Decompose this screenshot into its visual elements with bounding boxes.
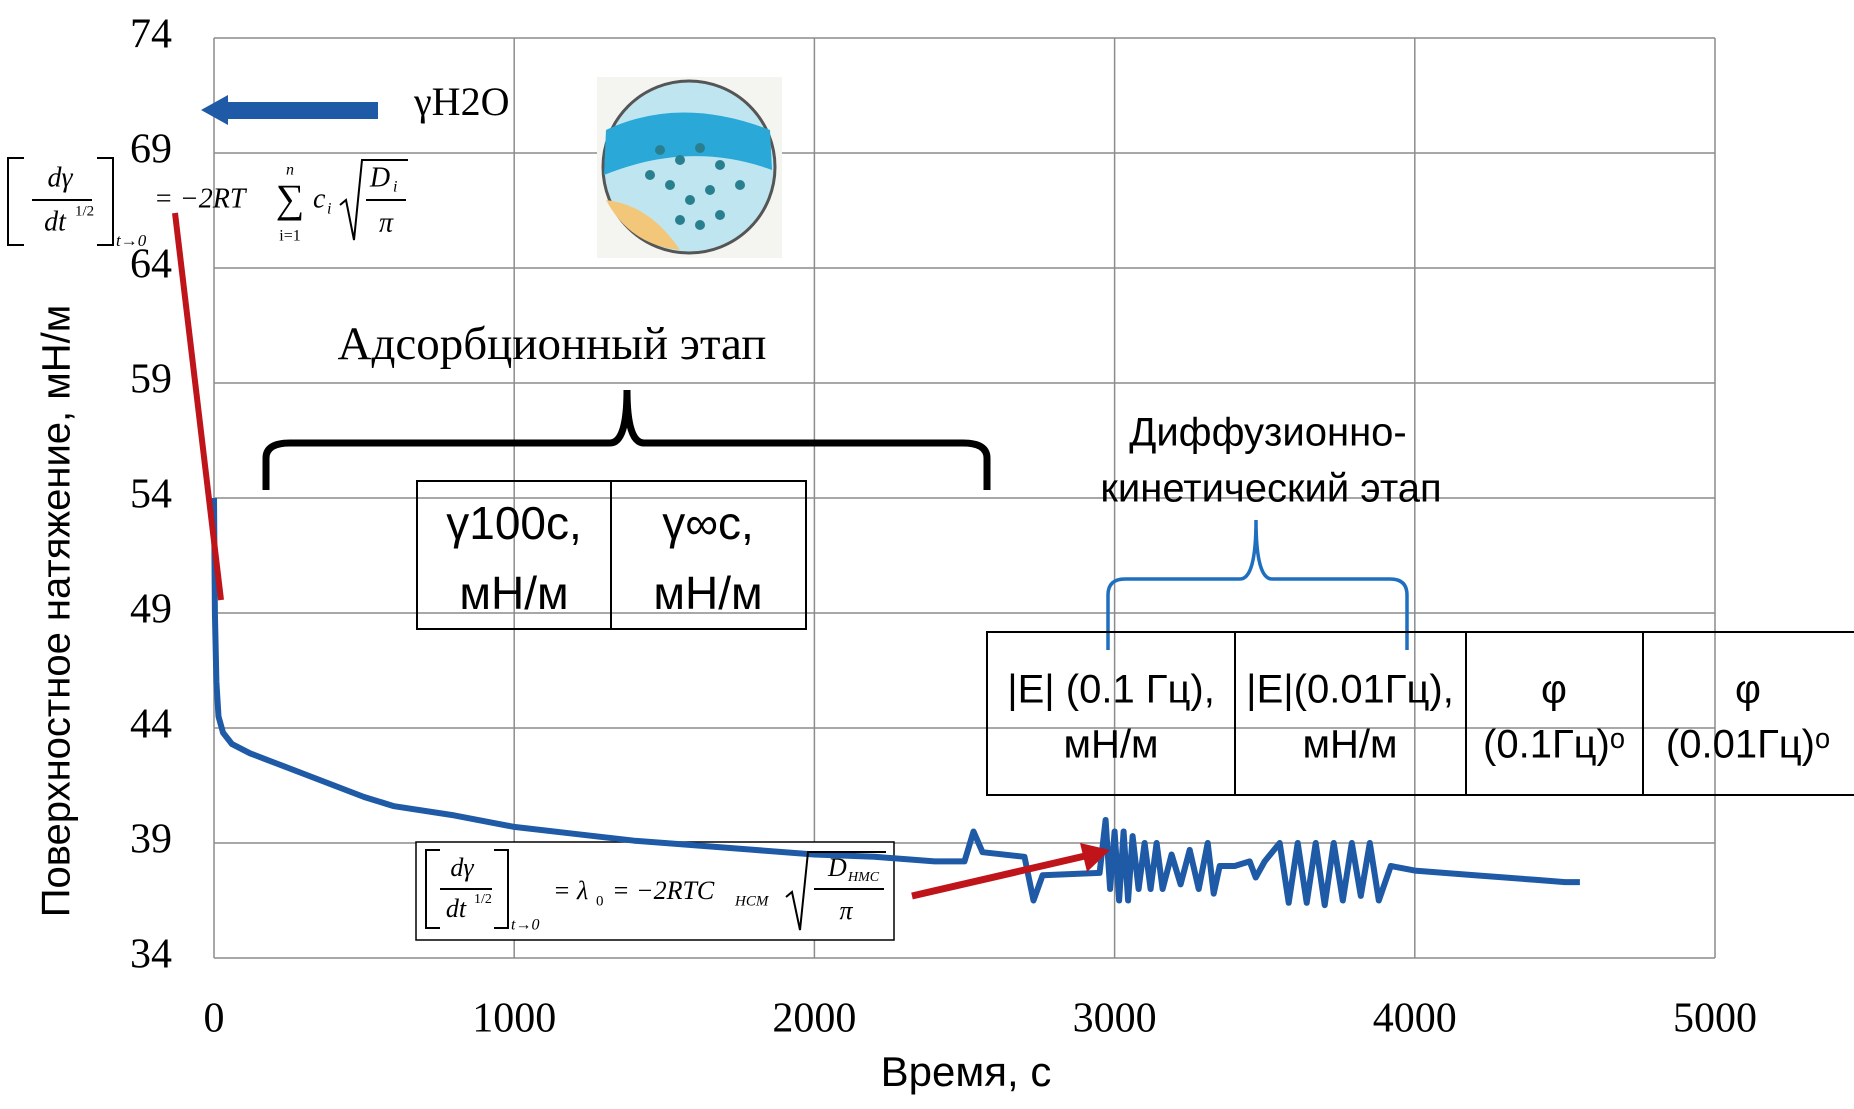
formula-text: dt (446, 894, 467, 923)
y-tick-label: 34 (130, 932, 172, 978)
formula-text: i (327, 201, 331, 218)
formula-text: n (286, 162, 294, 179)
formula-text: t→0 (511, 917, 539, 934)
table-cell: мН/м (1303, 723, 1398, 767)
table-cell: мН/м (459, 567, 568, 619)
y-tick-label: 74 (130, 12, 172, 58)
table-cell: (0.1Гц)ᵒ (1483, 723, 1625, 767)
x-tick-label: 1000 (472, 996, 556, 1042)
x-tick-label: 0 (204, 996, 225, 1042)
y-tick-label: 59 (130, 357, 172, 403)
formula-text: = λ (553, 876, 588, 905)
y-axis-label: Поверхностное натяжение, мН/м (35, 305, 79, 918)
page: Поверхностное натяжение, мН/м Время, с 3… (0, 0, 1854, 1109)
formula-text: i=1 (279, 228, 300, 245)
table-cell: (0.01Гц)ᵒ (1666, 723, 1830, 767)
water-arrow (201, 95, 378, 125)
formula-text: i (393, 179, 397, 196)
formula-text: D (827, 853, 847, 882)
table-cell: |E|(0.01Гц), (1246, 668, 1454, 712)
formula-text: = −2RTC (612, 876, 715, 905)
table-cell: γ100с, (446, 497, 582, 549)
stage-label: кинетический этап (1100, 467, 1441, 511)
y-tick-label: 69 (130, 127, 172, 173)
formula-text: dγ (47, 162, 73, 193)
formula-text: 1/2 (75, 203, 94, 219)
table-cell: φ (1541, 668, 1567, 712)
formula-text: dγ (450, 853, 474, 882)
stage-label: Адсорбционный этап (338, 318, 767, 370)
x-tick-label: 4000 (1373, 996, 1457, 1042)
adsorption-brace (266, 390, 987, 490)
formula-text: dt (44, 206, 67, 237)
stage-label: Диффузионно- (1129, 411, 1406, 455)
formula-text: НМС (847, 870, 880, 885)
y-tick-label: 44 (130, 702, 172, 748)
formula-text: 1/2 (474, 892, 492, 907)
formula-text: 0 (596, 893, 604, 909)
formula-text: D (369, 162, 390, 193)
table-cell: φ (1735, 668, 1761, 712)
table-cell: мН/м (653, 567, 762, 619)
y-tick-label: 54 (130, 472, 172, 518)
formula-text: ∑ (276, 176, 305, 221)
y-tick-label: 39 (130, 817, 172, 863)
table-cell: γ∞с, (662, 497, 754, 549)
formula-text: π (839, 896, 853, 925)
x-tick-label: 2000 (772, 996, 856, 1042)
water-label: γH2O (413, 79, 509, 124)
formula-text: c (313, 183, 326, 214)
table-cell: |E| (0.1 Гц), (1007, 668, 1215, 712)
formula-text: НСМ (734, 893, 770, 909)
formula-text: t→0 (116, 231, 147, 250)
diffusion-brace (1108, 520, 1407, 650)
x-tick-label: 3000 (1073, 996, 1157, 1042)
x-tick-label: 5000 (1673, 996, 1757, 1042)
formula-text: π (379, 207, 394, 238)
table-cell: мН/м (1064, 723, 1159, 767)
y-tick-label: 49 (130, 587, 172, 633)
chart: Поверхностное натяжение, мН/м Время, с 3… (0, 0, 1854, 1109)
formula-text: = −2RT (154, 183, 248, 214)
molecule-illustration (597, 77, 782, 258)
x-axis-label: Время, с (881, 1048, 1052, 1095)
